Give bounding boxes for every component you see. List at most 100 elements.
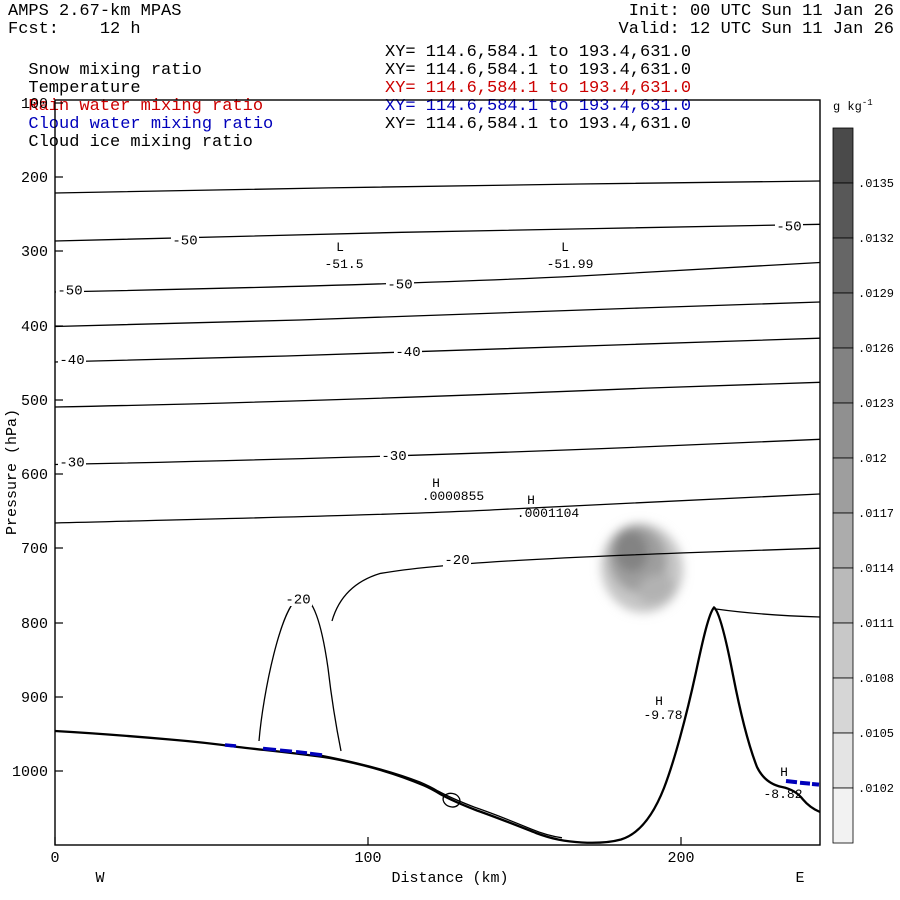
temperature-contours: [54, 180, 821, 839]
temperature-contour: [54, 337, 821, 363]
high-marker-symbol: H: [432, 476, 440, 491]
svg-text:1000: 1000: [12, 764, 48, 781]
terrain-surface-line: [54, 605, 821, 844]
svg-text:.0132: .0132: [858, 232, 894, 246]
legend-field-label: Cloud water mixing ratio: [28, 115, 274, 134]
legend-xy-temperature: XY= 114.6,584.1 to 193.4,631.0: [385, 61, 692, 80]
svg-text:.0102: .0102: [858, 782, 894, 796]
colorbar-cell: [832, 182, 854, 239]
svg-text:0: 0: [50, 850, 59, 867]
small-closed-contour: [442, 792, 461, 808]
legend-field-label: Snow mixing ratio: [28, 61, 202, 80]
svg-text:-30: -30: [59, 456, 84, 472]
colorbar-cell: [832, 402, 854, 459]
legend-xy-snow: XY= 114.6,584.1 to 193.4,631.0: [385, 43, 692, 62]
snow-shading-region: [600, 523, 684, 613]
valid-time: Valid: 12 UTC Sun 11 Jan 26: [618, 20, 894, 39]
x-axis-ticks: [54, 837, 682, 845]
init-time: Init: 00 UTC Sun 11 Jan 26: [628, 2, 894, 21]
peak-right-contour: [715, 608, 821, 618]
colorbar-cell: [832, 787, 854, 844]
legend-row-rain: Rain water mixing ratio: [8, 80, 263, 116]
temperature-contour-minus20: [331, 547, 821, 622]
svg-text:700: 700: [21, 541, 48, 558]
svg-text:600: 600: [21, 467, 48, 484]
colorbar-cells: [832, 127, 854, 844]
colorbar-cell: [832, 732, 854, 789]
colorbar-unit: g kg-1: [833, 98, 873, 114]
svg-text:-50: -50: [387, 278, 412, 294]
temperature-contour: [54, 261, 821, 293]
svg-text:-50: -50: [776, 220, 801, 236]
high-marker-value: -8.82: [763, 787, 802, 802]
near-terrain-contour: [319, 754, 563, 839]
x-axis-labels: 0 100 200: [50, 850, 694, 867]
contour-label: -50: [386, 277, 414, 294]
svg-text:100: 100: [354, 850, 381, 867]
svg-text:-40: -40: [395, 345, 420, 361]
legend-row-cloud-ice: Cloud ice mixing ratio: [8, 116, 253, 152]
temperature-contour: [54, 301, 821, 328]
colorbar-cell: [832, 622, 854, 679]
high-marker-value: .0001104: [517, 506, 580, 521]
svg-text:-20: -20: [444, 553, 469, 569]
contour-label: -50: [56, 283, 84, 300]
plot-frame: [54, 99, 821, 846]
legend-field-label: Temperature: [28, 79, 141, 98]
svg-text:.0129: .0129: [858, 287, 894, 301]
legend-row-snow: Snow mixing ratio: [8, 44, 202, 80]
svg-text:.0111: .0111: [858, 617, 894, 631]
svg-text:.0135: .0135: [858, 177, 894, 191]
cloud-water-contour-slope: [224, 743, 323, 757]
svg-text:800: 800: [21, 616, 48, 633]
svg-text:-50: -50: [57, 284, 82, 300]
colorbar-cell: [832, 292, 854, 349]
temperature-contour: [54, 381, 821, 408]
temperature-contour: [54, 180, 821, 194]
svg-text:.0123: .0123: [858, 397, 894, 411]
legend-xy-cloud-water: XY= 114.6,584.1 to 193.4,631.0: [385, 97, 692, 116]
legend-field-label: Cloud ice mixing ratio: [28, 133, 253, 152]
low-marker-symbol: L: [561, 240, 569, 255]
svg-text:400: 400: [21, 319, 48, 336]
svg-text:.012: .012: [858, 452, 887, 466]
svg-text:300: 300: [21, 244, 48, 261]
svg-text:-20: -20: [285, 593, 310, 609]
svg-text:900: 900: [21, 690, 48, 707]
svg-text:-50: -50: [172, 234, 197, 250]
cloud-water-contour-right: [785, 779, 820, 787]
svg-text:.0105: .0105: [858, 727, 894, 741]
colorbar: g kg-1 .0135 .0132 .0129 .0126 .0123 .01…: [832, 98, 894, 844]
y-axis-title: Pressure (hPa): [4, 409, 21, 535]
x-axis-title: Distance (km): [391, 870, 508, 887]
low-marker-value: -51.99: [547, 257, 594, 272]
svg-text:.0126: .0126: [858, 342, 894, 356]
snow-shade-core: [613, 530, 649, 572]
svg-text:.0108: .0108: [858, 672, 894, 686]
high-marker-symbol: H: [527, 493, 535, 508]
legend-row-cloud-water: Cloud water mixing ratio: [8, 98, 273, 134]
svg-text:200: 200: [21, 170, 48, 187]
contour-labels: -50 -50 -50 -50 -40 -40 -30 -30 -20 -2: [56, 219, 803, 609]
extrema-markers: L -51.5 L -51.99 H .0000855 H .0001104 H…: [324, 240, 802, 802]
temperature-contour: [54, 493, 821, 524]
svg-text:-30: -30: [381, 449, 406, 465]
colorbar-cell: [832, 677, 854, 734]
high-marker-symbol: H: [655, 694, 663, 709]
legend-xy-cloud-ice: XY= 114.6,584.1 to 193.4,631.0: [385, 115, 692, 134]
svg-text:100: 100: [21, 96, 48, 113]
high-marker-value: -9.78: [643, 708, 682, 723]
contour-label: -20: [284, 592, 312, 609]
legend-field-label: Rain water mixing ratio: [28, 97, 264, 116]
contour-label: -20: [443, 552, 471, 569]
contour-label: -40: [58, 352, 86, 369]
svg-text:.0117: .0117: [858, 507, 894, 521]
low-marker-symbol: L: [336, 240, 344, 255]
temperature-contour: [54, 438, 821, 466]
colorbar-cell: [832, 347, 854, 404]
svg-text:500: 500: [21, 393, 48, 410]
colorbar-cell: [832, 567, 854, 624]
high-marker-value: .0000855: [422, 489, 484, 504]
